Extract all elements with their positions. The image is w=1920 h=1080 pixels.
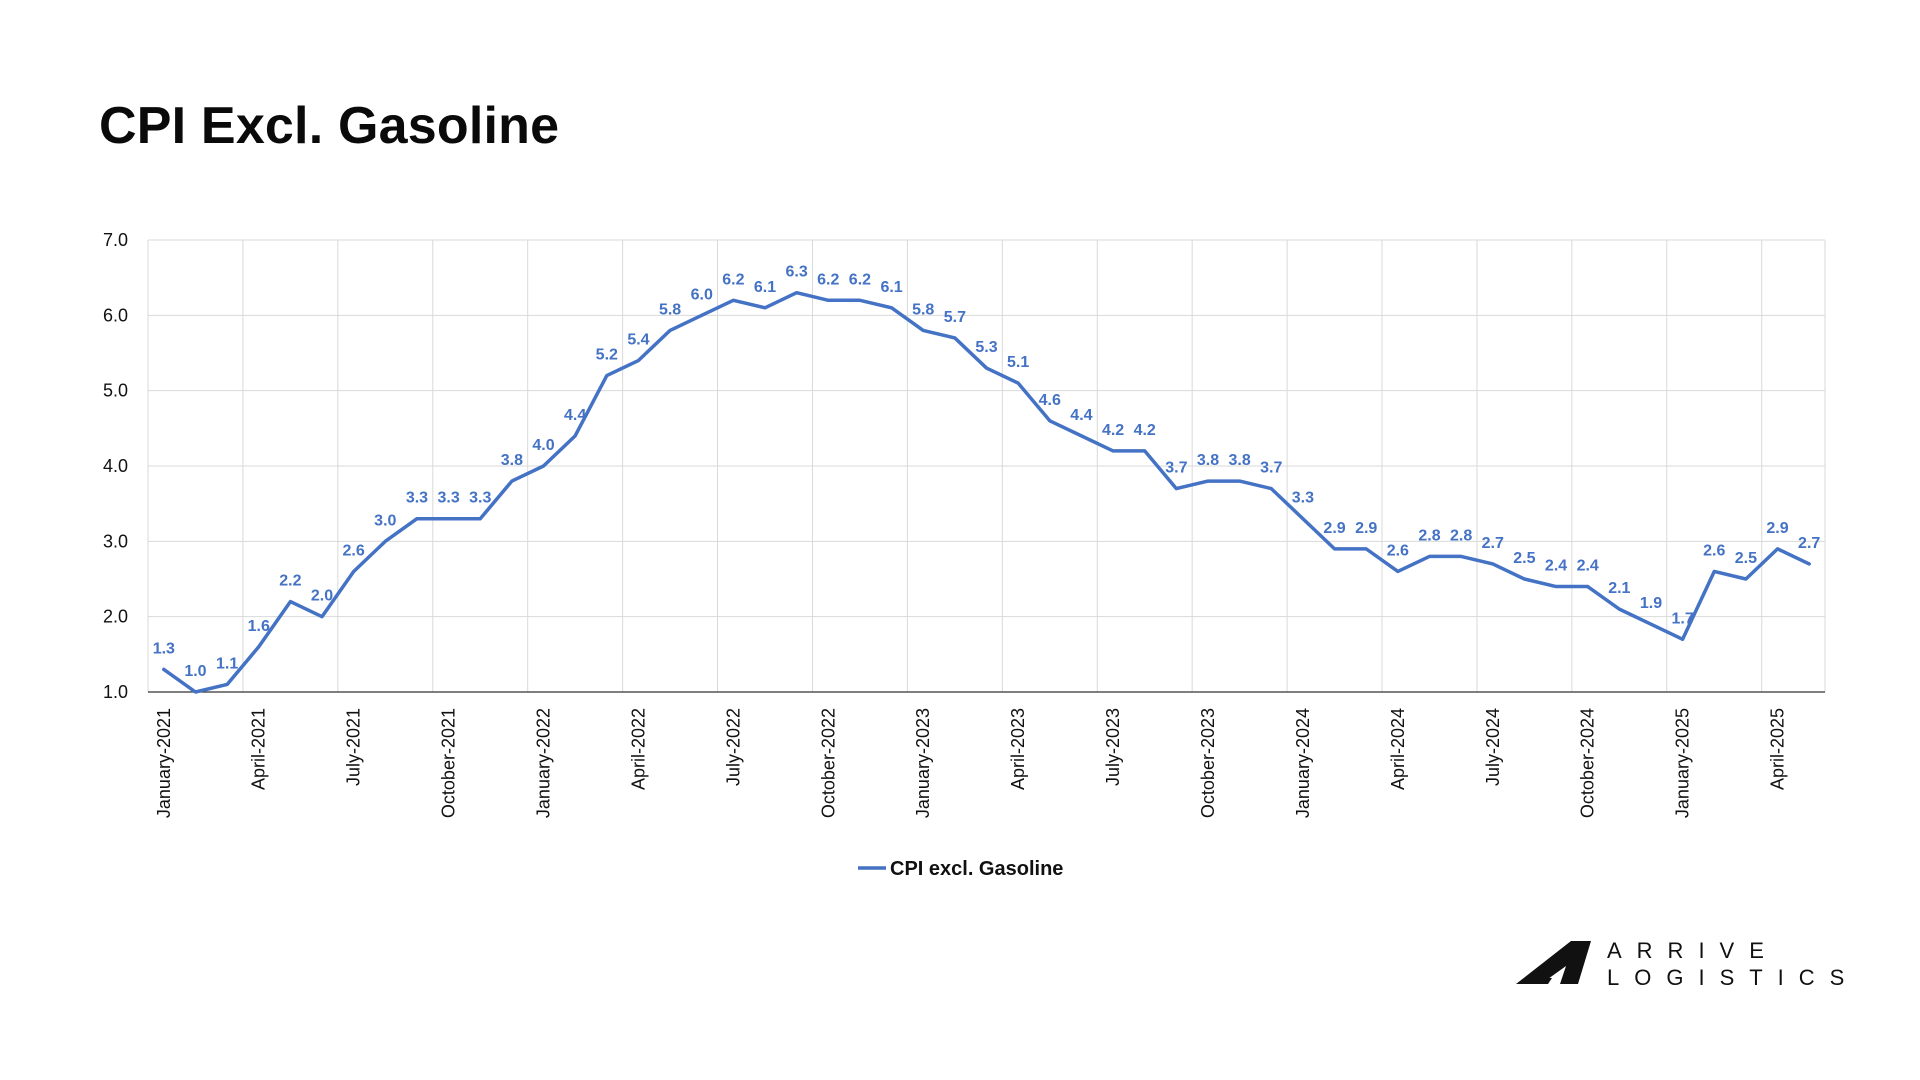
data-label: 5.8 xyxy=(659,301,681,318)
x-tick-label: April-2024 xyxy=(1388,708,1408,790)
y-tick-label: 7.0 xyxy=(103,230,128,250)
data-label: 1.0 xyxy=(184,663,206,680)
data-label: 5.7 xyxy=(944,309,966,326)
x-tick-label: January-2025 xyxy=(1673,708,1693,818)
data-label: 2.6 xyxy=(1387,542,1409,559)
y-tick-label: 3.0 xyxy=(103,531,128,551)
x-tick-label: July-2023 xyxy=(1103,708,1123,786)
x-tick-label: January-2024 xyxy=(1293,708,1313,818)
data-label: 5.3 xyxy=(975,339,997,356)
data-label: 2.8 xyxy=(1450,527,1472,544)
logo-wordmark-arrive: ARRIVE xyxy=(1607,938,1779,963)
x-tick-label: July-2022 xyxy=(723,708,743,786)
data-label: 5.4 xyxy=(627,332,649,349)
data-label: 3.8 xyxy=(1197,452,1219,469)
data-label: 6.0 xyxy=(691,286,713,303)
x-tick-label: April-2023 xyxy=(1008,708,1028,790)
data-label: 4.2 xyxy=(1134,422,1156,439)
data-label: 1.7 xyxy=(1671,610,1693,627)
data-label: 5.2 xyxy=(596,347,618,364)
data-label: 2.5 xyxy=(1735,550,1757,567)
data-label: 3.3 xyxy=(469,490,491,507)
data-label: 6.2 xyxy=(849,271,871,288)
y-tick-label: 1.0 xyxy=(103,682,128,702)
data-label: 4.2 xyxy=(1102,422,1124,439)
data-label: 2.7 xyxy=(1482,535,1504,552)
data-label: 3.3 xyxy=(1292,490,1314,507)
data-label: 2.0 xyxy=(311,588,333,605)
data-label: 5.1 xyxy=(1007,354,1029,371)
x-tick-label: July-2024 xyxy=(1483,708,1503,786)
x-tick-label: April-2025 xyxy=(1768,708,1788,790)
data-label: 3.3 xyxy=(406,490,428,507)
data-label: 2.7 xyxy=(1798,535,1820,552)
data-label: 6.1 xyxy=(880,279,902,296)
data-label: 3.7 xyxy=(1260,460,1282,477)
data-label: 3.8 xyxy=(501,452,523,469)
x-tick-label: January-2022 xyxy=(534,708,554,818)
data-label: 6.2 xyxy=(817,271,839,288)
data-label: 2.9 xyxy=(1355,520,1377,537)
data-label: 3.8 xyxy=(1229,452,1251,469)
y-tick-label: 4.0 xyxy=(103,456,128,476)
chart-axes: 1.0 2.0 3.0 4.0 5.0 6.0 7.0 January-2021 April-2… xyxy=(103,230,1825,818)
x-tick-label: January-2023 xyxy=(913,708,933,818)
x-tick-label: October-2023 xyxy=(1198,708,1218,818)
data-label: 2.8 xyxy=(1418,527,1440,544)
series-line-cpi-excl-gasoline xyxy=(162,290,1811,694)
data-label: 6.3 xyxy=(786,264,808,281)
x-tick-label: October-2022 xyxy=(818,708,838,818)
x-tick-label: April-2022 xyxy=(628,708,648,790)
data-label: 1.9 xyxy=(1640,595,1662,612)
data-label: 3.0 xyxy=(374,512,396,529)
data-label: 5.8 xyxy=(912,301,934,318)
data-label: 2.2 xyxy=(279,573,301,590)
data-label: 2.4 xyxy=(1545,558,1567,575)
data-label: 2.1 xyxy=(1608,580,1630,597)
x-tick-label: January-2021 xyxy=(154,708,174,818)
data-label: 4.6 xyxy=(1039,392,1061,409)
chart-data-labels: 1.3 1.0 1.1 1.6 2.2 2.0 2.6 3.0 3.3 3.3 3.3 3.8 4.0 4… xyxy=(153,264,1821,680)
chart-legend: CPI excl. Gasoline xyxy=(858,858,1063,880)
data-label: 1.3 xyxy=(153,640,175,657)
data-label: 2.5 xyxy=(1513,550,1535,567)
data-label: 2.6 xyxy=(343,542,365,559)
chart-gridlines xyxy=(147,239,1826,692)
x-tick-label: October-2021 xyxy=(439,708,459,818)
data-label: 1.6 xyxy=(248,618,270,635)
data-label: 6.2 xyxy=(722,271,744,288)
data-label: 3.3 xyxy=(437,490,459,507)
y-tick-label: 6.0 xyxy=(103,305,128,325)
y-tick-label: 2.0 xyxy=(103,607,128,627)
x-tick-label: April-2021 xyxy=(249,708,269,790)
data-label: 4.4 xyxy=(1070,407,1092,424)
legend-entry-cpi-excl-gasoline: CPI excl. Gasoline xyxy=(890,858,1063,880)
arrive-logistics-logo: ARRIVE LOGISTICS xyxy=(1516,938,1859,990)
page-title: CPI Excl. Gasoline xyxy=(99,97,560,155)
data-label: 4.0 xyxy=(532,437,554,454)
data-label: 3.7 xyxy=(1165,460,1187,477)
arrive-logo-mark-icon xyxy=(1516,941,1591,984)
data-label: 2.9 xyxy=(1766,520,1788,537)
data-label: 2.9 xyxy=(1323,520,1345,537)
logo-wordmark-logistics: LOGISTICS xyxy=(1607,965,1859,990)
x-tick-label: July-2021 xyxy=(344,708,364,786)
data-label: 2.4 xyxy=(1577,558,1599,575)
y-tick-label: 5.0 xyxy=(103,381,128,401)
chart-series xyxy=(162,290,1811,694)
data-label: 2.6 xyxy=(1703,542,1725,559)
data-label: 1.1 xyxy=(216,655,238,672)
data-label: 6.1 xyxy=(754,279,776,296)
arrive-logo-stroke-icon xyxy=(1524,978,1552,984)
data-label: 4.4 xyxy=(564,407,586,424)
x-tick-label: October-2024 xyxy=(1578,708,1598,818)
